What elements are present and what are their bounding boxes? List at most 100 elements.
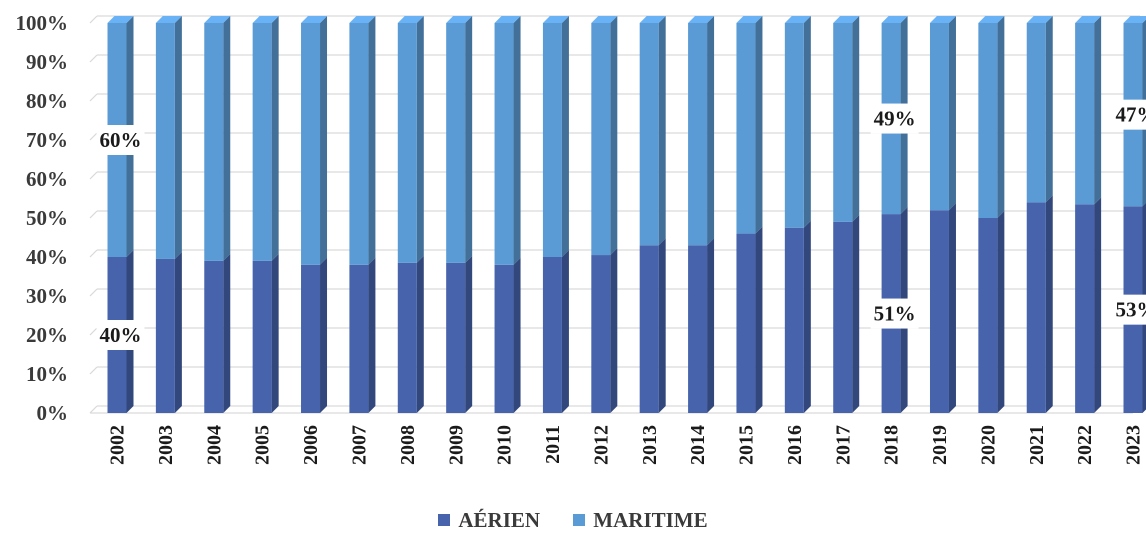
bar-side bbox=[610, 16, 617, 255]
bar-segment-maritime bbox=[543, 16, 569, 257]
bar-side bbox=[320, 16, 327, 265]
x-tick-label: 2023 bbox=[1123, 425, 1145, 465]
bar-side bbox=[1046, 16, 1053, 202]
gridline-depth bbox=[90, 133, 97, 140]
data-label: 53% bbox=[1113, 295, 1146, 325]
bar-segment-aerien bbox=[398, 256, 424, 413]
bar-front bbox=[640, 23, 659, 245]
y-tick-label: 70% bbox=[26, 128, 68, 152]
gridline-depth bbox=[90, 289, 97, 296]
bar-side bbox=[272, 254, 279, 413]
x-tick-label: 2004 bbox=[203, 425, 225, 465]
bar-segment-maritime bbox=[253, 16, 279, 261]
x-tick-label: 2018 bbox=[881, 425, 903, 465]
bar-front bbox=[736, 234, 755, 413]
bar-front bbox=[978, 218, 997, 413]
bar-segment-maritime bbox=[301, 16, 327, 265]
bar-front bbox=[930, 23, 949, 210]
bar-side bbox=[272, 16, 279, 261]
bar-segment-maritime bbox=[349, 16, 375, 265]
bar-front bbox=[688, 23, 707, 245]
bar-side bbox=[804, 16, 811, 228]
gridline-depth bbox=[90, 367, 97, 374]
bar-side bbox=[1046, 195, 1053, 413]
bar-segment-aerien bbox=[978, 211, 1004, 413]
bar-side bbox=[417, 16, 424, 263]
bar-segment-maritime bbox=[833, 16, 859, 222]
data-label-text: 51% bbox=[874, 302, 916, 326]
data-label-text: 53% bbox=[1116, 298, 1146, 322]
bar-segment-aerien bbox=[495, 258, 521, 413]
x-tick-label: 2015 bbox=[736, 425, 758, 465]
bar-side bbox=[514, 16, 521, 265]
bar-front bbox=[156, 259, 175, 413]
bar-side bbox=[1094, 197, 1101, 413]
bar-front bbox=[253, 23, 272, 261]
x-tick-label: 2010 bbox=[494, 425, 516, 465]
x-tick-label: 2003 bbox=[155, 425, 177, 465]
bar-front bbox=[204, 261, 223, 413]
bar-side bbox=[320, 258, 327, 413]
gridline-depth bbox=[90, 406, 97, 413]
x-tick-label: 2022 bbox=[1074, 425, 1096, 465]
bar-segment-maritime bbox=[930, 16, 956, 210]
y-tick-label: 10% bbox=[26, 362, 68, 386]
data-label-text: 49% bbox=[874, 107, 916, 131]
y-tick-label: 100% bbox=[16, 11, 69, 35]
bar-front bbox=[543, 257, 562, 413]
bar-front bbox=[640, 245, 659, 413]
bar-front bbox=[1027, 202, 1046, 413]
bar-segment-aerien bbox=[785, 221, 811, 413]
bar-segment-aerien bbox=[543, 250, 569, 413]
y-tick-label: 40% bbox=[26, 245, 68, 269]
bar-segment-aerien bbox=[688, 238, 714, 413]
bar-side bbox=[175, 252, 182, 413]
bar-side bbox=[223, 16, 230, 261]
bar-front bbox=[156, 23, 175, 259]
bar-side bbox=[465, 256, 472, 413]
bar-segment-aerien bbox=[156, 252, 182, 413]
y-tick-label: 60% bbox=[26, 167, 68, 191]
bar-side bbox=[659, 16, 666, 245]
x-tick-label: 2014 bbox=[687, 425, 709, 465]
x-tick-label: 2019 bbox=[929, 425, 951, 465]
y-tick-label: 50% bbox=[26, 206, 68, 230]
bar-front bbox=[349, 265, 368, 413]
bar-front bbox=[446, 23, 465, 263]
bar-side bbox=[997, 211, 1004, 413]
bar-segment-maritime bbox=[591, 16, 617, 255]
y-tick-label: 30% bbox=[26, 284, 68, 308]
x-tick-label: 2020 bbox=[977, 425, 999, 465]
legend-label-aerien: AÉRIEN bbox=[458, 508, 540, 532]
bar-top bbox=[1124, 16, 1146, 23]
bar-segment-maritime bbox=[204, 16, 230, 261]
x-tick-label: 2002 bbox=[107, 425, 129, 465]
bar-segment-aerien bbox=[640, 238, 666, 413]
bar-front bbox=[398, 263, 417, 413]
bar-side bbox=[852, 215, 859, 413]
bar-segment-maritime bbox=[978, 16, 1004, 218]
bar-front bbox=[1075, 204, 1094, 413]
bar-side bbox=[368, 258, 375, 413]
bar-side bbox=[610, 248, 617, 413]
bar-front bbox=[349, 23, 368, 265]
bar-front bbox=[785, 23, 804, 228]
bar-side bbox=[368, 16, 375, 265]
x-tick-label: 2012 bbox=[590, 425, 612, 465]
bar-side bbox=[659, 238, 666, 413]
y-tick-label: 80% bbox=[26, 89, 68, 113]
gridline-depth bbox=[90, 172, 97, 179]
x-tick-label: 2017 bbox=[832, 425, 854, 465]
bar-front bbox=[495, 23, 514, 265]
data-label: 51% bbox=[871, 299, 919, 329]
bar-front bbox=[301, 23, 320, 265]
bar-side bbox=[223, 254, 230, 413]
bar-front bbox=[495, 265, 514, 413]
bar-front bbox=[591, 255, 610, 413]
bar-segment-aerien bbox=[591, 248, 617, 413]
legend-swatch-maritime bbox=[573, 514, 585, 526]
bar-front bbox=[978, 23, 997, 218]
data-label: 60% bbox=[97, 125, 145, 155]
